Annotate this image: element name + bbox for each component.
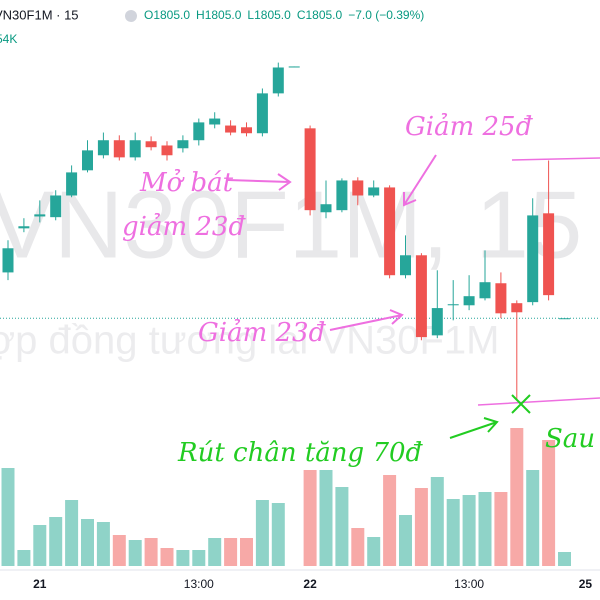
candle-body	[272, 67, 284, 94]
annotation: Giảm 23đ	[198, 318, 327, 348]
candle-body	[288, 66, 300, 68]
volume-bar	[112, 535, 126, 566]
candle-body	[145, 141, 157, 148]
candle-body	[479, 282, 491, 299]
arrow	[403, 154, 437, 207]
candle-body	[559, 318, 570, 320]
candle-body	[495, 283, 507, 314]
volume-bar	[462, 495, 476, 566]
volume-bar	[399, 515, 412, 566]
volume-bar	[65, 500, 79, 566]
volume-bar	[414, 488, 428, 566]
annotation: Mở bát	[139, 168, 234, 198]
annotation: Rút chân tăng 70đ	[177, 438, 424, 468]
volume-bar	[144, 538, 158, 566]
volume-bar	[192, 550, 206, 566]
ohlc-value: −7.0 (−0.39%)	[348, 8, 424, 22]
time-axis-bg	[0, 570, 600, 600]
candle-body	[18, 226, 30, 229]
volume-bar	[478, 492, 492, 566]
candle-body	[161, 145, 173, 156]
arrow	[227, 173, 292, 191]
volume-bar	[17, 550, 31, 566]
annotation: giảm 23đ	[122, 212, 246, 242]
ohlc-value: L1805.0	[247, 8, 291, 22]
candle-body	[463, 296, 475, 306]
marker-line	[477, 157, 600, 406]
volume-bar	[1, 468, 15, 566]
candle-body	[177, 140, 189, 149]
candle-body	[511, 303, 523, 313]
candle-body	[129, 140, 141, 158]
x-tick-label: 13:00	[454, 577, 484, 591]
x-tick-label: 13:00	[184, 577, 214, 591]
volume-bar	[240, 538, 253, 566]
candle-body	[431, 308, 443, 336]
annotation: Sau	[545, 424, 595, 454]
volume-bar	[160, 548, 174, 566]
volume-bar	[510, 428, 524, 566]
volume-bar	[208, 538, 222, 566]
candle-body	[400, 255, 411, 276]
watermark: VN30F1M, 15	[0, 171, 582, 278]
candle-body	[352, 180, 364, 196]
candle-body	[193, 122, 205, 141]
volume-bar	[96, 522, 110, 566]
candle-body	[66, 172, 78, 196]
candle-body	[113, 140, 125, 158]
volume-bar	[526, 470, 540, 566]
volume-bar	[430, 477, 444, 566]
candle-body	[415, 255, 427, 338]
candle-body	[241, 127, 252, 134]
candle-body	[543, 213, 555, 296]
candle-body	[304, 128, 316, 211]
ohlc-value: H1805.0	[196, 8, 242, 22]
x-tick-label: 25	[579, 577, 593, 591]
candle-body	[50, 195, 62, 218]
volume-bar	[49, 517, 63, 566]
volume-bar	[335, 487, 349, 566]
candle-body	[225, 125, 237, 133]
candle-body	[320, 204, 332, 213]
candle-body	[82, 150, 93, 171]
annotation: Giảm 25đ	[405, 112, 534, 142]
volume-bar	[351, 528, 365, 566]
volume-bar	[558, 552, 571, 566]
candle-body	[34, 214, 46, 217]
volume-bar	[494, 492, 508, 566]
eye-icon[interactable]	[125, 10, 137, 22]
volume-bar	[383, 475, 397, 566]
candle-body	[97, 140, 109, 156]
volume-bar	[176, 550, 190, 566]
volume-bar	[33, 525, 47, 566]
candle-body	[527, 215, 539, 303]
candle-body	[336, 180, 348, 211]
ohlc-value: C1805.0	[297, 8, 343, 22]
volume-bar	[255, 500, 269, 566]
candle-body	[447, 304, 459, 306]
candle-body	[256, 93, 268, 134]
volume-bar	[367, 537, 381, 566]
volume-bar	[303, 470, 317, 566]
ohlc-value: O1805.0	[144, 8, 190, 22]
volume-bar	[128, 540, 142, 566]
candle-body	[209, 118, 221, 125]
x-tick-label: 21	[33, 577, 47, 591]
symbol[interactable]: VN30F1M · 15	[0, 7, 79, 22]
volume-bar	[224, 538, 238, 566]
volume-label: 54K	[0, 32, 17, 46]
candle-body	[368, 187, 380, 196]
arrow	[329, 309, 404, 331]
x-tick-label: 22	[303, 577, 317, 591]
candle-body	[2, 248, 14, 273]
volume-bar	[542, 440, 556, 566]
volume-bar	[81, 519, 94, 566]
volume-bar	[271, 503, 285, 566]
arrow	[449, 394, 531, 439]
volume-bar	[319, 470, 333, 566]
candle-body	[384, 187, 396, 276]
volume-bar	[446, 499, 460, 566]
